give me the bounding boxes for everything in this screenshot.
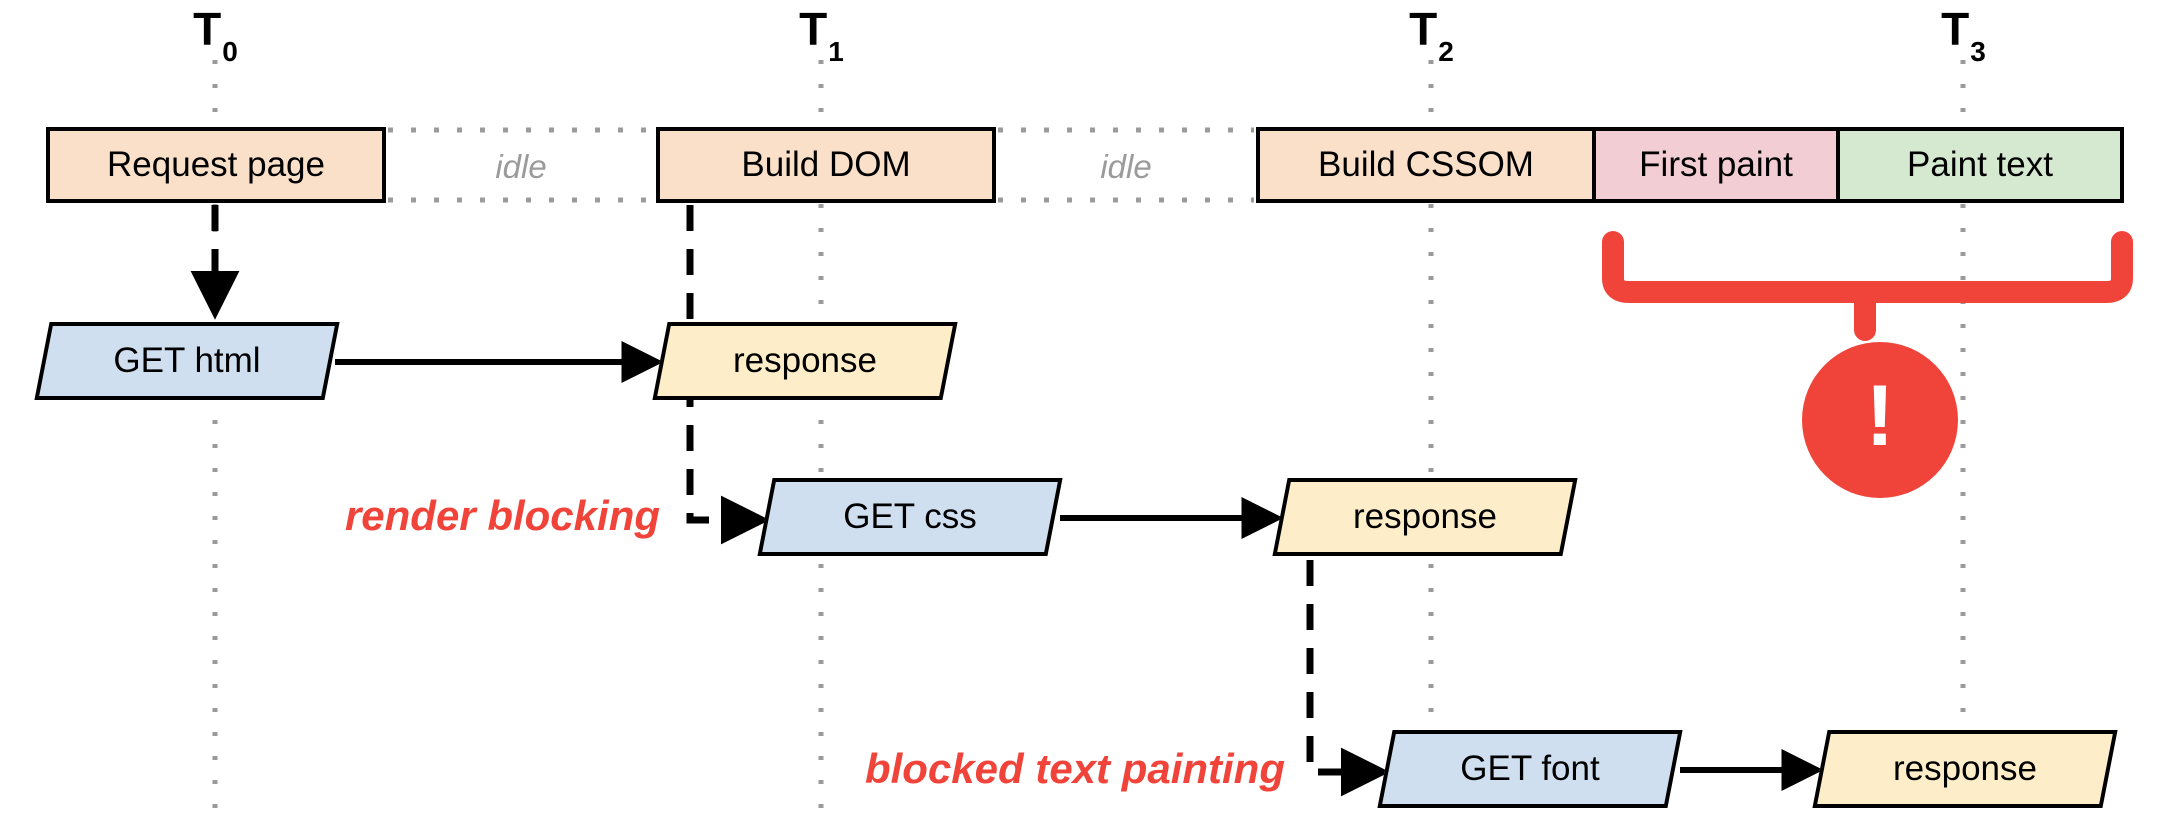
marker-t3-sub: 3: [1970, 36, 1986, 68]
marker-t1: T1: [799, 3, 844, 66]
phase-build-cssom-label: Build CSSOM: [1318, 145, 1534, 184]
exclamation-glyph: !: [1865, 368, 1895, 464]
network-get-html: GET html: [34, 322, 340, 400]
marker-t0-sub: 0: [222, 36, 238, 68]
network-font-response-label: response: [1893, 749, 2037, 788]
marker-t1-sub: 1: [828, 36, 844, 68]
marker-t0-base: T: [193, 3, 222, 55]
network-get-font: GET font: [1377, 730, 1683, 808]
marker-t3: T3: [1941, 3, 1986, 66]
network-css-response-label: response: [1353, 497, 1497, 536]
phase-request-page: Request page: [46, 127, 386, 203]
network-get-font-label: GET font: [1460, 749, 1600, 788]
annotation-render-blocking: render blocking: [344, 492, 660, 539]
phase-first-paint-label: First paint: [1639, 145, 1793, 184]
marker-t1-base: T: [799, 3, 828, 55]
marker-t2-base: T: [1409, 3, 1438, 55]
phase-build-cssom: Build CSSOM: [1256, 127, 1596, 203]
alert-bracket: [1602, 231, 2133, 341]
marker-t2-sub: 2: [1438, 36, 1454, 68]
network-html-response-label: response: [733, 341, 877, 380]
network-css-response: response: [1272, 478, 1578, 556]
network-get-html-label: GET html: [113, 341, 261, 380]
annotation-blocked-text-painting: blocked text painting: [864, 745, 1285, 792]
phase-build-dom: Build DOM: [656, 127, 996, 203]
phase-request-page-label: Request page: [107, 145, 325, 184]
marker-t2: T2: [1409, 3, 1454, 66]
phase-first-paint: First paint: [1592, 127, 1840, 203]
idle-label-1: idle: [495, 148, 547, 185]
network-get-css-label: GET css: [843, 497, 977, 536]
phase-build-dom-label: Build DOM: [741, 145, 911, 184]
network-font-response: response: [1812, 730, 2118, 808]
marker-t3-base: T: [1941, 3, 1970, 55]
marker-t0: T0: [193, 3, 238, 66]
phase-paint-text: Paint text: [1836, 127, 2124, 203]
idle-label-2: idle: [1100, 148, 1152, 185]
exclamation-circle-icon: !: [1802, 342, 1958, 498]
phase-paint-text-label: Paint text: [1907, 145, 2053, 184]
network-get-css: GET css: [757, 478, 1063, 556]
connector-css-response-to-get-font: [1306, 560, 1390, 797]
network-html-response: response: [652, 322, 958, 400]
